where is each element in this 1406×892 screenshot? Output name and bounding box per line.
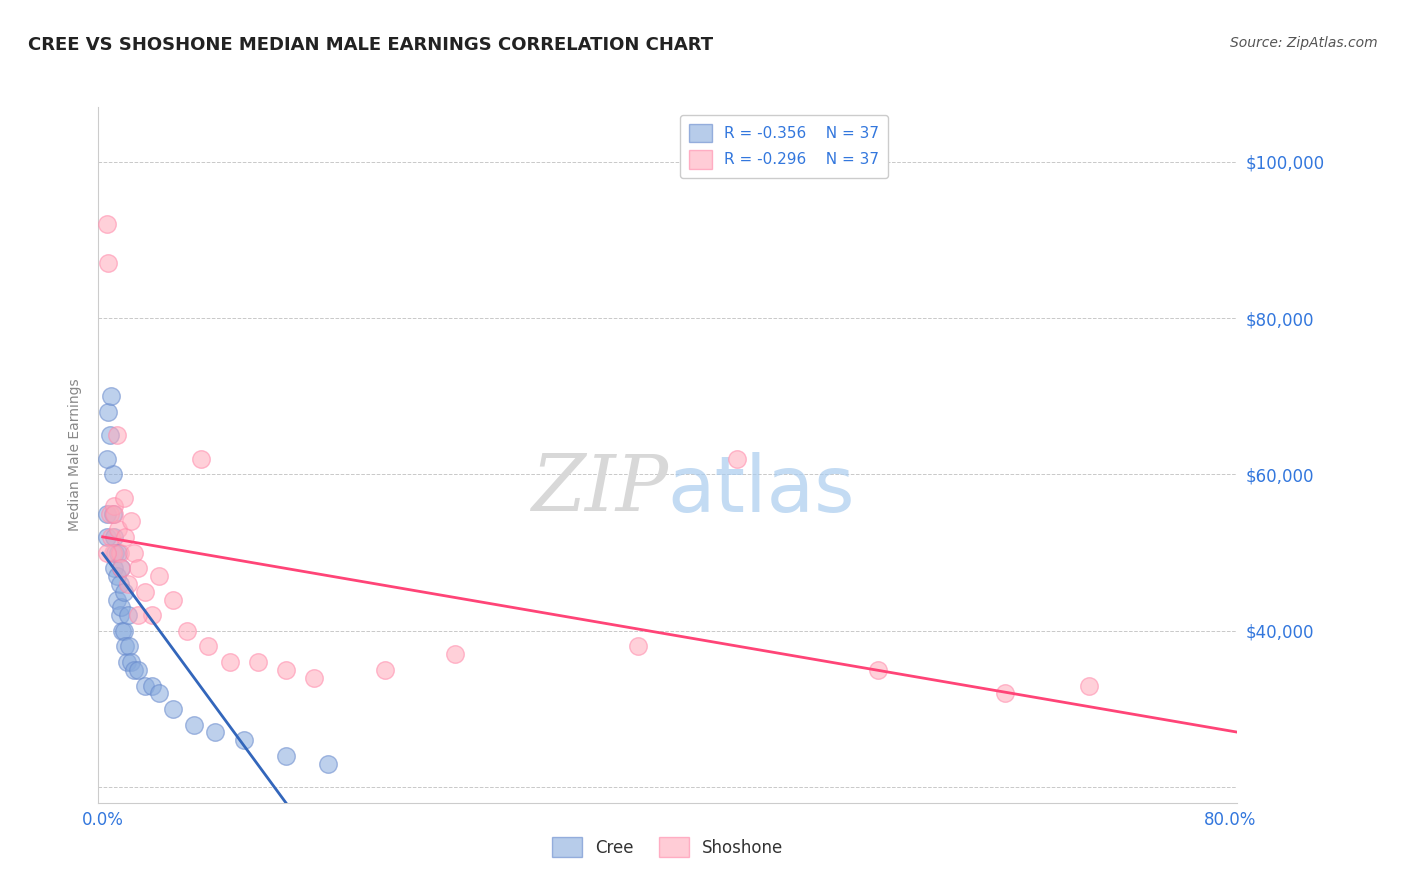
Point [115,655,138,669]
Point [120,655,142,669]
Point [111,624,134,638]
Point [127,608,149,623]
Point [1078,679,1101,693]
Point [134,584,156,599]
Point [117,577,139,591]
Point [274,663,297,677]
Point [994,686,1017,700]
Point [118,640,141,654]
Point [141,608,163,623]
Point [98,428,121,442]
Point [866,663,889,677]
Point [103,561,125,575]
Point [112,491,135,505]
Point [103,507,125,521]
Point [374,663,396,677]
Point [110,561,132,575]
Point [110,600,132,615]
Point [98,507,121,521]
Point [108,577,131,591]
Point [162,702,184,716]
Point [100,389,122,403]
Point [316,756,339,771]
Point [108,608,131,623]
Point [97,405,120,419]
Point [218,655,240,669]
Point [148,686,170,700]
Point [232,733,254,747]
Point [96,451,118,466]
Text: atlas: atlas [668,451,855,528]
Point [114,530,136,544]
Point [725,451,748,466]
Point [114,640,136,654]
Point [105,569,128,583]
Point [162,592,184,607]
Point [112,624,135,638]
Point [105,592,128,607]
Point [627,640,650,654]
Point [444,647,467,661]
Point [190,451,212,466]
Legend: Cree, Shoshone: Cree, Shoshone [546,830,790,864]
Point [103,530,125,544]
Point [246,655,269,669]
Point [112,584,135,599]
Point [141,679,163,693]
Point [197,640,219,654]
Point [105,428,128,442]
Point [110,561,132,575]
Point [120,514,142,528]
Point [101,507,124,521]
Point [122,546,145,560]
Point [96,530,118,544]
Point [107,522,129,536]
Point [122,663,145,677]
Text: CREE VS SHOSHONE MEDIAN MALE EARNINGS CORRELATION CHART: CREE VS SHOSHONE MEDIAN MALE EARNINGS CO… [28,36,713,54]
Point [274,748,297,763]
Point [127,663,149,677]
Text: Source: ZipAtlas.com: Source: ZipAtlas.com [1230,36,1378,50]
Point [96,507,118,521]
Point [108,546,131,560]
Point [302,671,325,685]
Point [117,608,139,623]
Point [96,546,118,560]
Point [100,530,122,544]
Point [183,717,205,731]
Point [204,725,226,739]
Point [127,561,149,575]
Point [148,569,170,583]
Point [97,256,120,270]
Point [101,467,124,482]
Point [101,546,124,560]
Point [107,546,129,560]
Point [103,499,125,513]
Point [176,624,198,638]
Point [134,679,156,693]
Y-axis label: Median Male Earnings: Median Male Earnings [67,378,82,532]
Point [96,217,118,231]
Text: ZIP: ZIP [530,451,668,528]
Point [104,546,127,560]
